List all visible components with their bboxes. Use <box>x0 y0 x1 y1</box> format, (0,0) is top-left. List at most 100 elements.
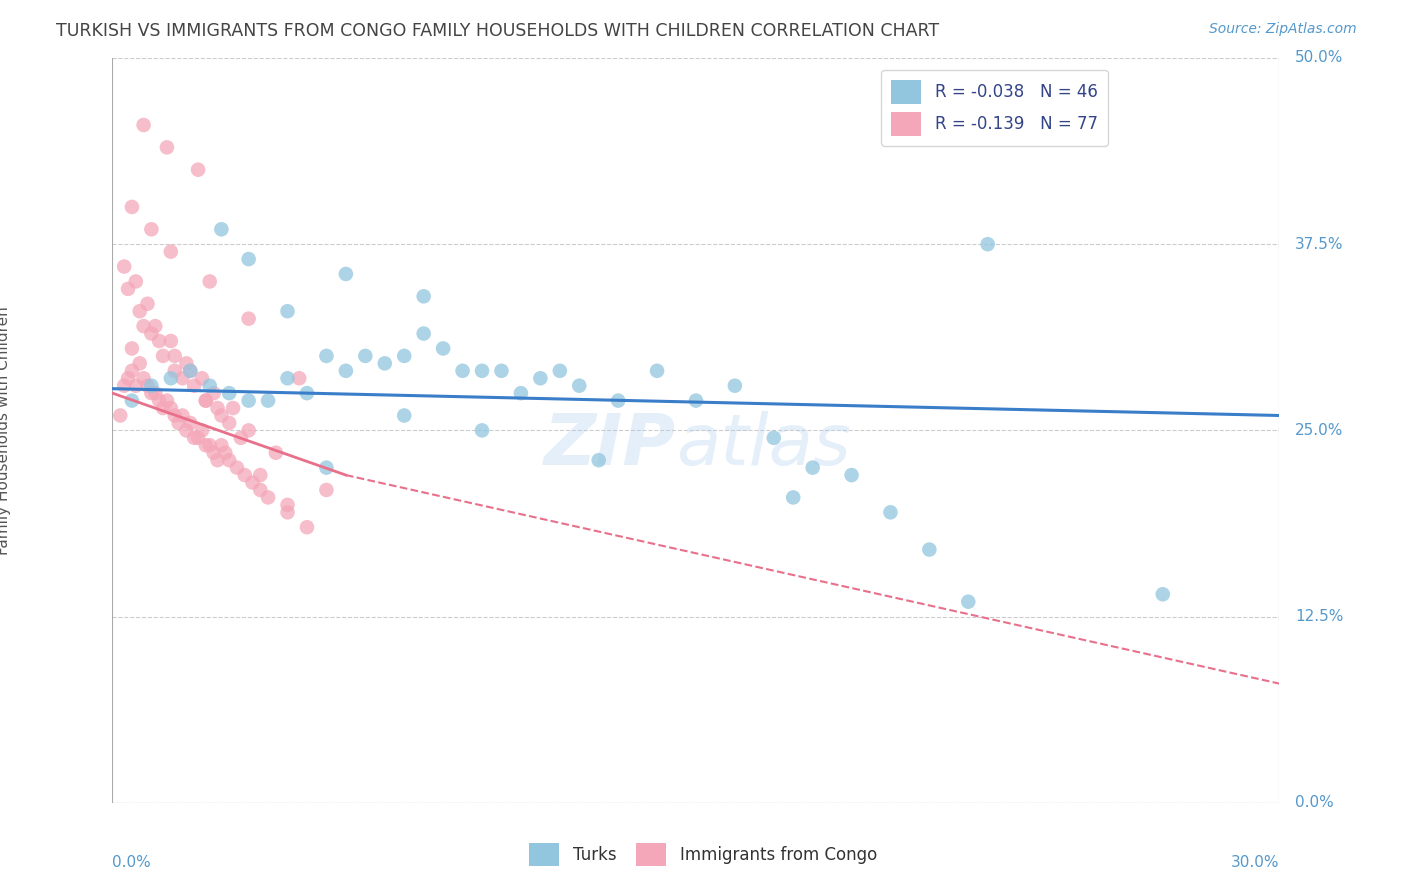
Point <box>128 356 150 370</box>
Point <box>782 491 804 505</box>
Point <box>148 393 170 408</box>
Point <box>801 460 824 475</box>
Point <box>160 334 183 348</box>
Point <box>110 409 132 423</box>
Point <box>152 349 174 363</box>
Point <box>160 401 183 415</box>
Point <box>218 386 240 401</box>
Point <box>209 409 232 423</box>
Point <box>198 438 221 452</box>
Point <box>202 386 225 401</box>
Point <box>276 498 298 512</box>
Point <box>141 326 163 341</box>
Point <box>143 386 166 401</box>
Text: 12.5%: 12.5% <box>1295 609 1343 624</box>
Point <box>136 297 159 311</box>
Point <box>198 274 221 288</box>
Point <box>209 222 232 236</box>
Point <box>125 378 148 392</box>
Point <box>176 424 198 438</box>
Point <box>295 386 318 401</box>
Point <box>194 393 217 408</box>
Point <box>128 304 150 318</box>
Point <box>412 326 434 341</box>
Point <box>218 416 240 430</box>
Point <box>374 356 396 370</box>
Point <box>315 483 337 497</box>
Point <box>276 505 298 519</box>
Point <box>183 378 205 392</box>
Point <box>191 424 214 438</box>
Point <box>412 289 434 303</box>
Point <box>354 349 377 363</box>
Point <box>218 453 240 467</box>
Point <box>249 468 271 483</box>
Point <box>163 349 186 363</box>
Point <box>112 260 135 274</box>
Point <box>491 364 513 378</box>
Point <box>141 222 163 236</box>
Point <box>1152 587 1174 601</box>
Point <box>132 371 155 385</box>
Point <box>295 520 318 534</box>
Point <box>335 267 357 281</box>
Point <box>288 371 311 385</box>
Point <box>141 386 163 401</box>
Point <box>238 252 260 266</box>
Text: Source: ZipAtlas.com: Source: ZipAtlas.com <box>1209 22 1357 37</box>
Point <box>156 140 179 154</box>
Text: TURKISH VS IMMIGRANTS FROM CONGO FAMILY HOUSEHOLDS WITH CHILDREN CORRELATION CHA: TURKISH VS IMMIGRANTS FROM CONGO FAMILY … <box>56 22 939 40</box>
Point <box>568 378 591 392</box>
Point <box>187 431 209 445</box>
Point <box>918 542 941 557</box>
Text: 0.0%: 0.0% <box>112 855 152 870</box>
Point <box>392 409 416 423</box>
Text: Family Households with Children: Family Households with Children <box>0 306 11 555</box>
Legend: R = -0.038   N = 46, R = -0.139   N = 77: R = -0.038 N = 46, R = -0.139 N = 77 <box>882 70 1108 145</box>
Point <box>209 438 232 452</box>
Point <box>160 371 183 385</box>
Point <box>335 364 357 378</box>
Point <box>148 334 170 348</box>
Point <box>257 491 280 505</box>
Point <box>509 386 531 401</box>
Point <box>179 364 201 378</box>
Point <box>226 460 249 475</box>
Point <box>276 304 298 318</box>
Point <box>143 319 166 334</box>
Text: 0.0%: 0.0% <box>1295 796 1334 810</box>
Text: ZIP: ZIP <box>544 411 676 480</box>
Point <box>163 364 186 378</box>
Point <box>202 446 225 460</box>
Point <box>121 393 143 408</box>
Point <box>198 378 221 392</box>
Point <box>548 364 571 378</box>
Point <box>607 393 630 408</box>
Point <box>645 364 668 378</box>
Point <box>132 118 155 132</box>
Point <box>685 393 707 408</box>
Point <box>121 200 143 214</box>
Point <box>194 438 217 452</box>
Point <box>172 409 194 423</box>
Point <box>264 446 287 460</box>
Point <box>117 371 139 385</box>
Point <box>762 431 785 445</box>
Point <box>957 595 980 609</box>
Point <box>141 378 163 392</box>
Point <box>238 424 260 438</box>
Point <box>167 416 190 430</box>
Text: 50.0%: 50.0% <box>1295 51 1343 65</box>
Point <box>156 393 179 408</box>
Point <box>976 237 998 252</box>
Point <box>276 371 298 385</box>
Point <box>315 349 337 363</box>
Point <box>233 468 256 483</box>
Point <box>194 393 217 408</box>
Point <box>152 401 174 415</box>
Point <box>172 371 194 385</box>
Point <box>132 319 155 334</box>
Point <box>207 401 229 415</box>
Point <box>222 401 245 415</box>
Point <box>183 431 205 445</box>
